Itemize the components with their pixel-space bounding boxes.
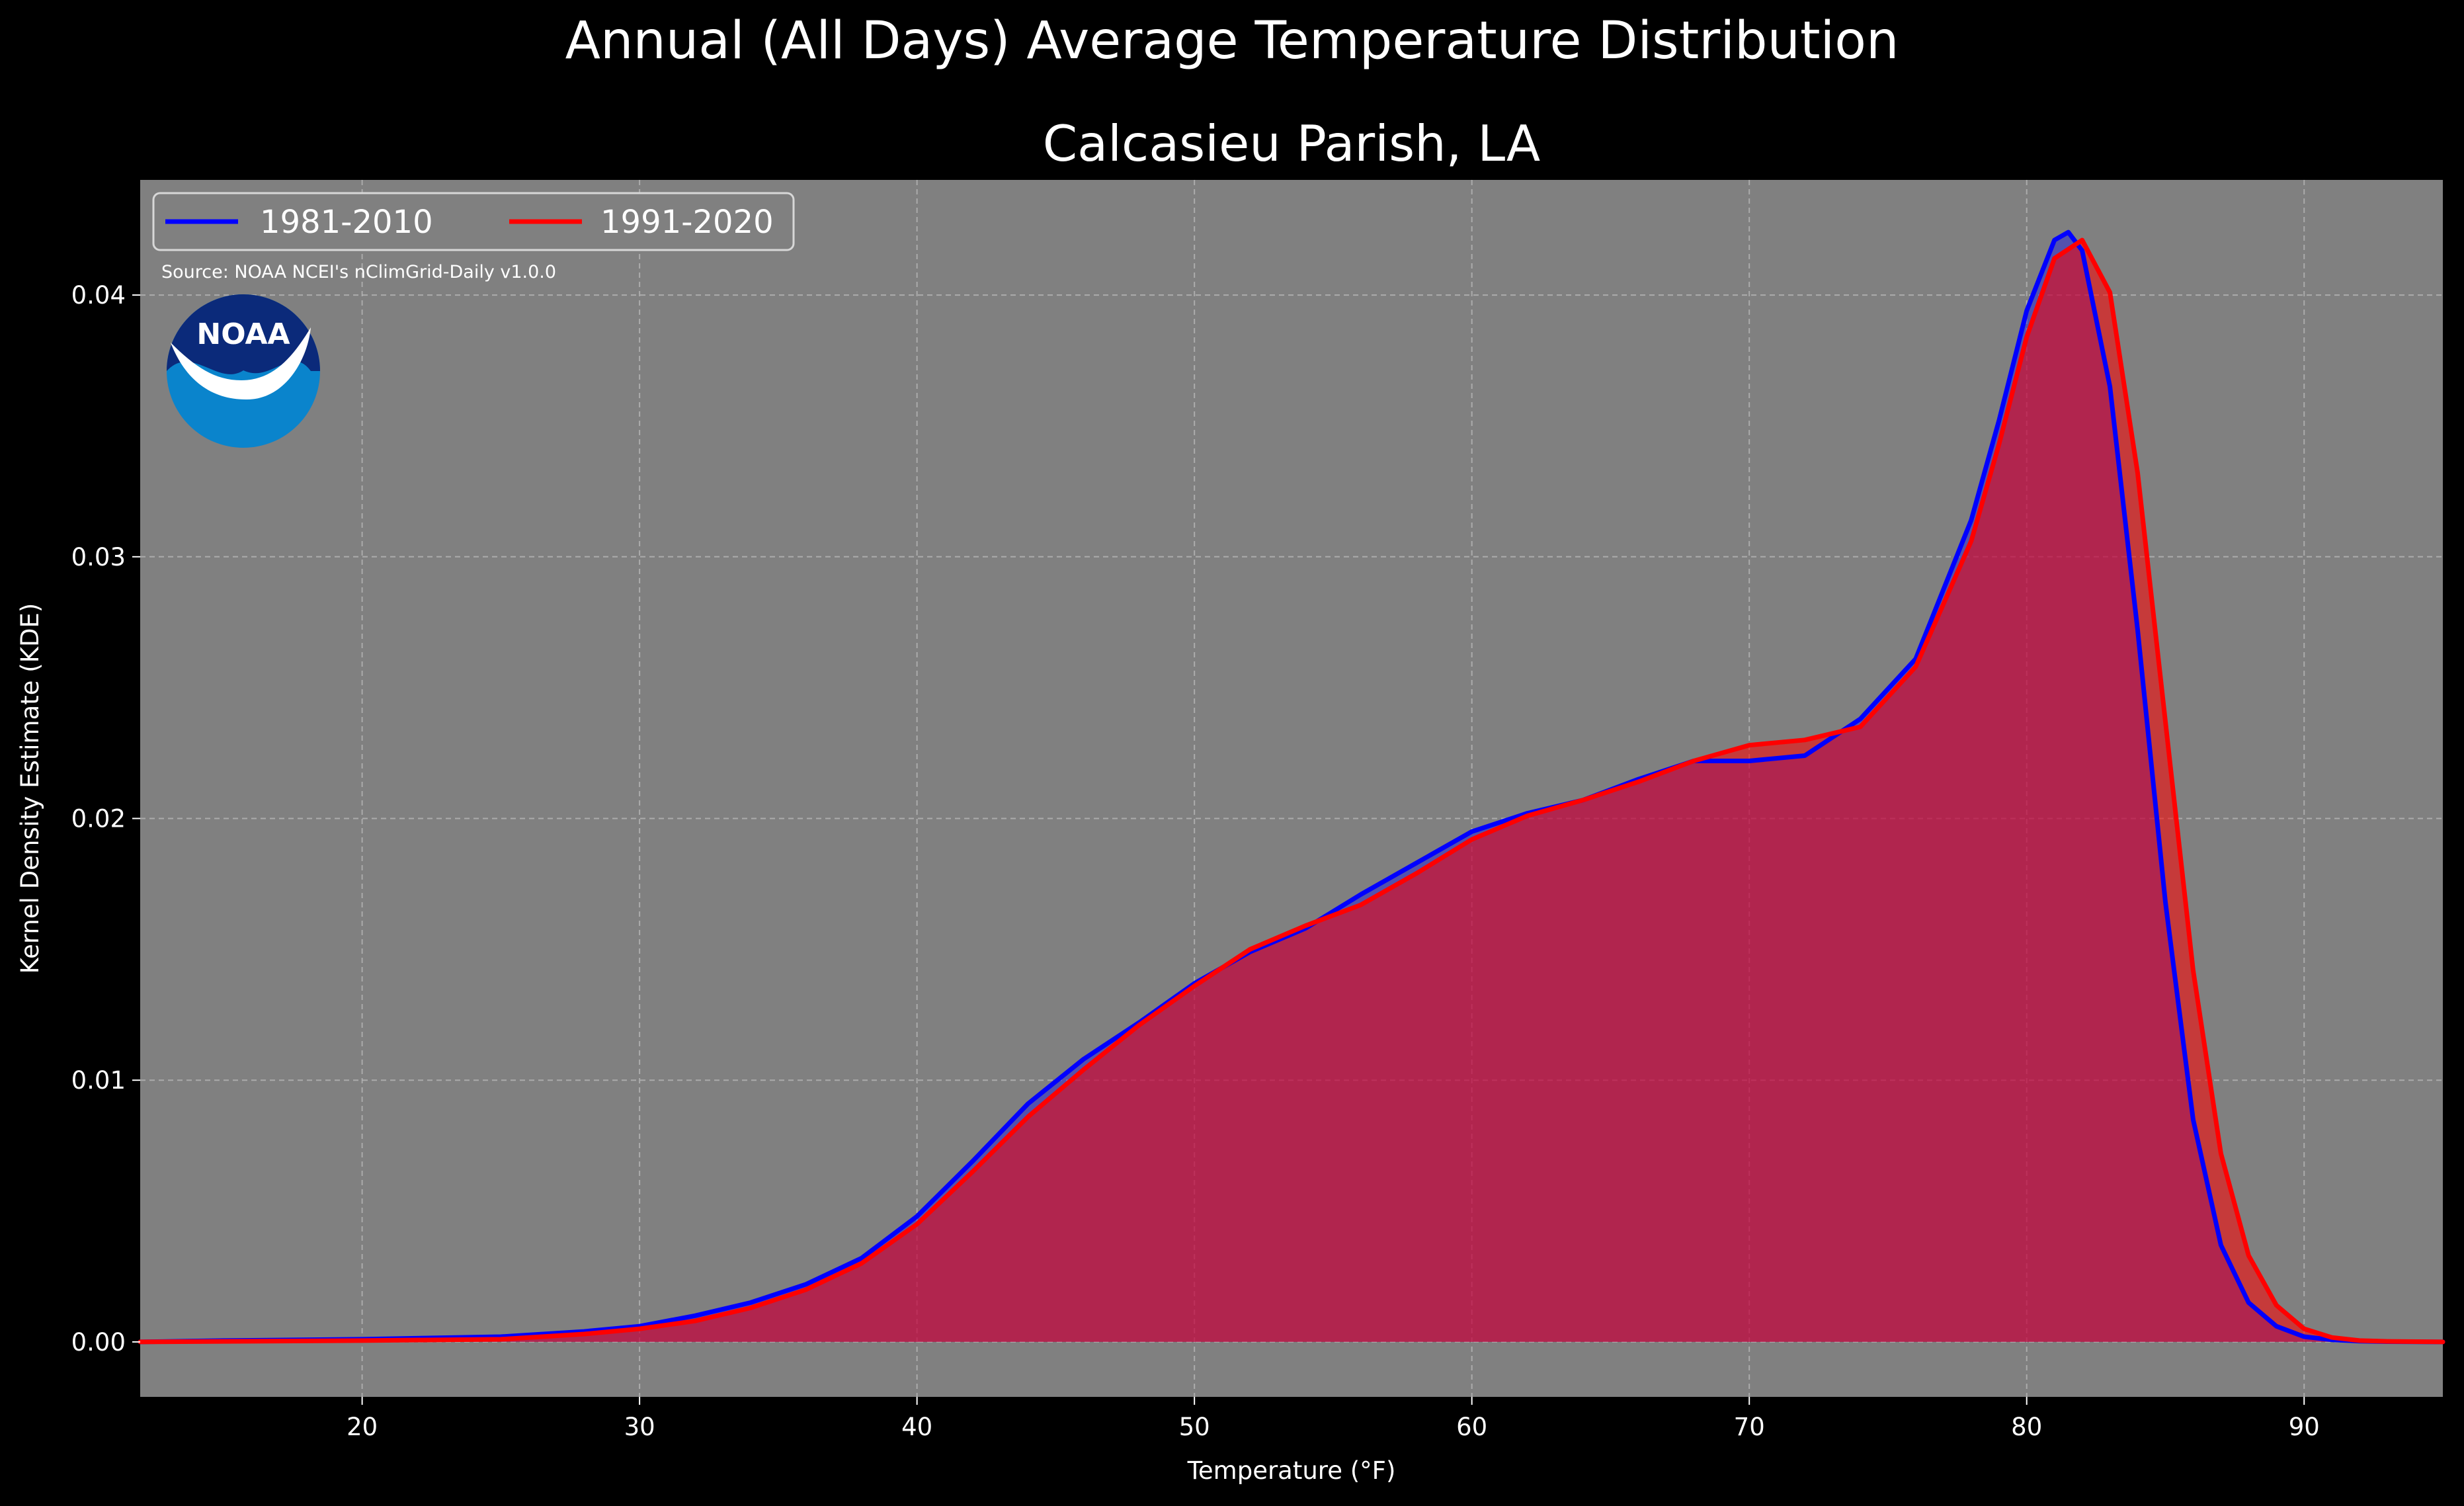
series-area-1991-2020 [140,240,2443,1342]
legend-box [152,192,795,251]
y-tick-label: 0.04 [71,281,126,310]
legend: 1981-2010 1991-2020 [152,192,795,251]
chart-title: Annual (All Days) Average Temperature Di… [565,11,1899,71]
noaa-logo-top [167,294,320,374]
x-axis-label: Temperature (°F) [1187,1456,1396,1485]
legend-label-1981-2010: 1981-2010 [260,204,433,241]
legend-label-1991-2020: 1991-2020 [600,204,774,241]
x-tick-label: 60 [1456,1413,1487,1441]
x-tick-label: 40 [901,1413,932,1441]
y-tick-label: 0.02 [71,805,126,833]
series-line-1981-2010 [138,230,2445,1345]
x-tick-label: 50 [1179,1413,1210,1441]
y-tick-label: 0.01 [71,1066,126,1095]
x-tick-label: 20 [347,1413,378,1441]
x-tick-label: 90 [2289,1413,2320,1441]
source-note: Source: NOAA NCEI's nClimGrid-Daily v1.0… [161,262,556,282]
axis-ticks: 20 30 40 50 60 70 80 90 0.00 0.01 0.02 0.03 0.04 [71,281,2320,1441]
noaa-logo: NOAA [167,294,320,448]
x-tick-label: 70 [1734,1413,1765,1441]
series-line-1991-2020 [138,237,2445,1345]
chart-subtitle: Calcasieu Parish, LA [1043,114,1540,173]
series-layer [138,230,2445,1345]
y-axis-label: Kernel Density Estimate (KDE) [16,603,44,974]
y-tick-label: 0.00 [71,1328,126,1357]
noaa-logo-gull-icon [171,327,311,400]
noaa-logo-text: NOAA [196,317,290,351]
x-tick-label: 80 [2011,1413,2042,1441]
y-tick-label: 0.03 [71,543,126,571]
x-tick-label: 30 [624,1413,655,1441]
